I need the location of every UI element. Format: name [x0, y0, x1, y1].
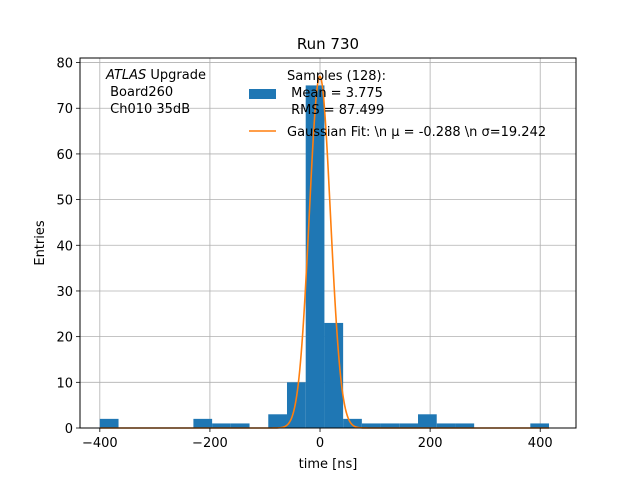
annotation-upgrade-text: Upgrade [146, 68, 206, 83]
histogram-bar [530, 423, 550, 428]
annotation-line-1: ATLAS Upgrade [105, 68, 206, 83]
histogram-bar [99, 418, 119, 428]
annotation-line-3: Ch010 35dB [106, 102, 190, 117]
y-tick-label: 10 [56, 376, 73, 391]
legend-histogram-label-1: Samples (128): [287, 69, 386, 84]
histogram-bar [418, 414, 437, 428]
histogram-bar [230, 423, 250, 428]
x-tick-label: −400 [82, 436, 118, 451]
histogram-bar [399, 423, 419, 428]
x-tick-label: 200 [418, 436, 443, 451]
legend-histogram-label-2: Mean = 3.775 [287, 86, 383, 101]
histogram-bar [343, 418, 362, 428]
histogram-bar [268, 414, 287, 428]
chart-title: Run 730 [297, 35, 359, 53]
y-tick-label: 30 [56, 285, 73, 300]
axis-ticks: −400 −200 0 200 400 0 10 20 30 40 50 60 70 80 [56, 57, 552, 451]
y-tick-label: 20 [56, 331, 73, 346]
histogram-bar [380, 423, 400, 428]
legend-histogram-swatch [249, 89, 276, 99]
atlas-annotation: ATLAS Upgrade Board260 Ch010 35dB [105, 68, 206, 117]
legend-fit-label: Gaussian Fit: \n μ = -0.288 \n σ=19.242 [287, 125, 546, 140]
x-tick-label: −200 [192, 436, 228, 451]
histogram-bar [436, 423, 456, 428]
legend-histogram-label-3: RMS = 87.499 [287, 103, 384, 118]
x-axis-label: time [ns] [299, 457, 358, 472]
y-tick-label: 80 [56, 57, 73, 72]
histogram-bar [455, 423, 475, 428]
x-tick-label: 0 [316, 436, 324, 451]
y-tick-label: 0 [65, 422, 73, 437]
histogram-bar [193, 418, 213, 428]
plot-frame [79, 57, 577, 429]
annotation-line-2: Board260 [106, 85, 173, 100]
y-tick-label: 50 [56, 194, 73, 209]
x-tick-label: 400 [528, 436, 553, 451]
annotation-atlas-italic: ATLAS [105, 68, 146, 83]
y-tick-label: 40 [56, 239, 73, 254]
legend: Samples (128): Mean = 3.775 RMS = 87.499… [249, 69, 546, 140]
y-tick-label: 60 [56, 148, 73, 163]
histogram-bar [305, 85, 325, 428]
histogram-bar [212, 423, 231, 428]
y-tick-label: 70 [56, 102, 73, 117]
y-axis-label: Entries [33, 220, 48, 266]
histogram-bar [361, 423, 381, 428]
